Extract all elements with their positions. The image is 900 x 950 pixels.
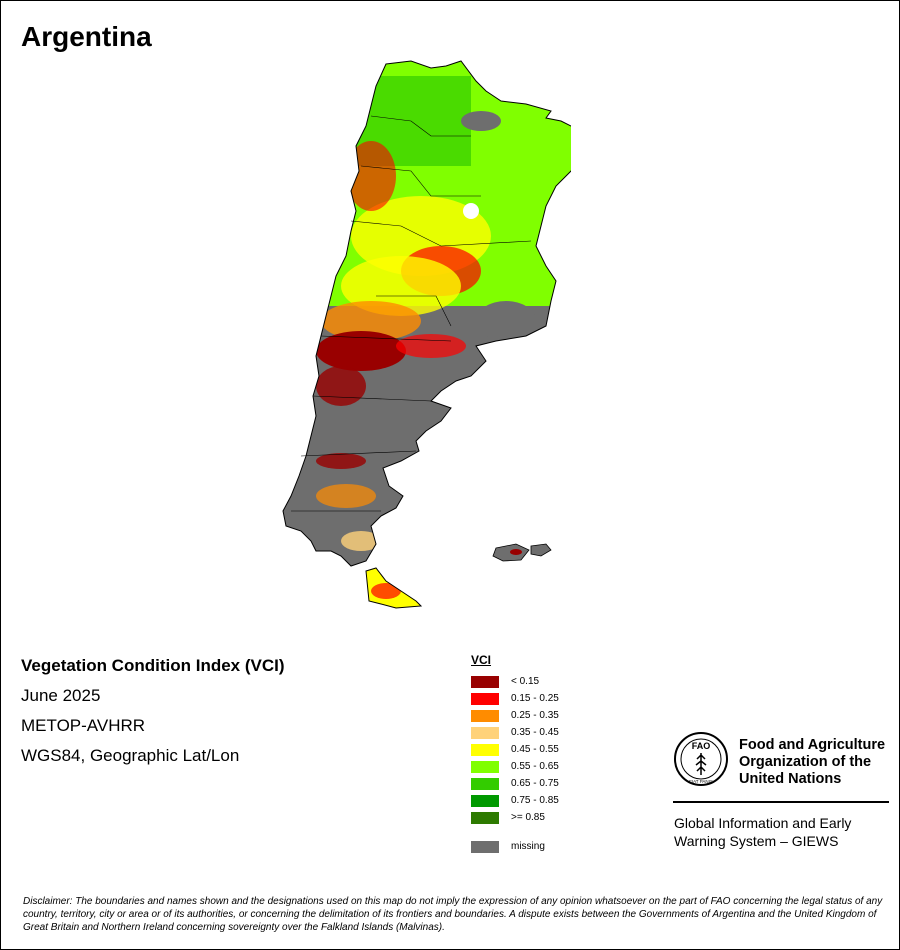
tierra-del-fuego-outline (365, 567, 423, 609)
legend-swatch (471, 777, 499, 790)
legend-swatch (471, 760, 499, 773)
legend-row-missing: missing (471, 838, 559, 855)
projection: WGS84, Geographic Lat/Lon (21, 746, 240, 765)
org-name-line1: Food and Agriculture (739, 737, 886, 753)
legend-label: 0.15 - 0.25 (511, 693, 559, 704)
legend-label: < 0.15 (511, 676, 540, 687)
logo-motto: FIAT PANIS (689, 779, 713, 784)
legend-swatch (471, 675, 499, 688)
org-name-line3: United Nations (739, 771, 842, 787)
legend-row: >= 0.85 (471, 809, 559, 826)
system-name-line1: Global Information and Early (674, 815, 852, 831)
legend-row: 0.25 - 0.35 (471, 707, 559, 724)
legend-swatch (471, 743, 499, 756)
legend-row: 0.15 - 0.25 (471, 690, 559, 707)
legend-label: 0.55 - 0.65 (511, 761, 559, 772)
legend-swatch (471, 692, 499, 705)
legend-label: 0.25 - 0.35 (511, 710, 559, 721)
mainland-outline (282, 60, 571, 567)
legend-label: >= 0.85 (511, 812, 545, 823)
fao-logo-icon: FAO FIAT PANIS (674, 732, 728, 786)
legend-label: 0.75 - 0.85 (511, 795, 559, 806)
falkland-islands (492, 543, 552, 562)
province-boundaries (291, 115, 532, 512)
sensor: METOP-AVHRR (21, 716, 146, 735)
legend-row: 0.75 - 0.85 (471, 792, 559, 809)
legend-swatch-missing (471, 840, 499, 853)
legend-label: 0.35 - 0.45 (511, 727, 559, 738)
disclaimer: Disclaimer: The boundaries and names sho… (23, 896, 883, 933)
vci-map (282, 60, 571, 609)
legend-swatch (471, 794, 499, 807)
map-info: Vegetation Condition Index (VCI) June 20… (21, 656, 285, 776)
divider (673, 801, 889, 803)
system-name: Global Information and Early Warning Sys… (674, 814, 890, 850)
org-name-line2: Organization of the (739, 754, 872, 770)
legend-swatch (471, 726, 499, 739)
legend-row: 0.65 - 0.75 (471, 775, 559, 792)
legend-label: missing (511, 841, 545, 852)
legend-row: 0.45 - 0.55 (471, 741, 559, 758)
vci-legend: VCI < 0.15 0.15 - 0.25 0.25 - 0.35 0.35 … (471, 653, 559, 855)
legend-swatch (471, 709, 499, 722)
map-title: Argentina (21, 21, 152, 52)
index-name: Vegetation Condition Index (VCI) (21, 656, 285, 675)
system-name-line2: Warning System – GIEWS (674, 833, 839, 849)
legend-row: 0.55 - 0.65 (471, 758, 559, 775)
org-name: Food and Agriculture Organization of the… (739, 737, 894, 788)
legend-label: 0.65 - 0.75 (511, 778, 559, 789)
legend-row: < 0.15 (471, 673, 559, 690)
logo-letters: FAO (692, 741, 711, 751)
legend-label: 0.45 - 0.55 (511, 744, 559, 755)
legend-row: 0.35 - 0.45 (471, 724, 559, 741)
legend-title: VCI (471, 653, 492, 667)
period: June 2025 (21, 686, 101, 705)
legend-swatch (471, 811, 499, 824)
